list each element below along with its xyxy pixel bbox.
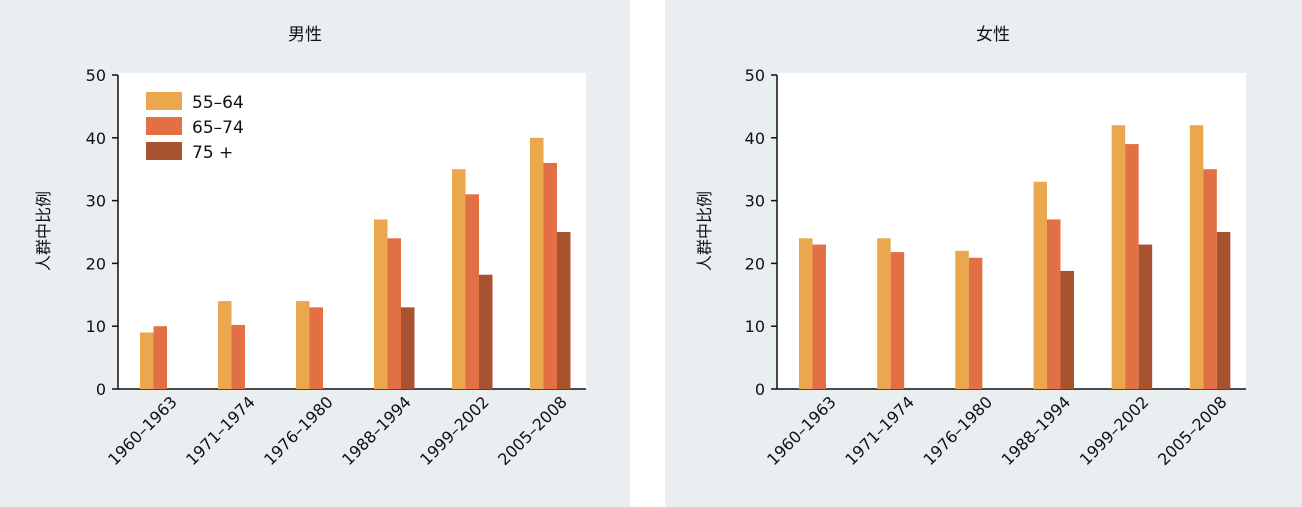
- bar-75-2005-2008: [1216, 232, 1231, 389]
- legend-swatch-55-64: [146, 92, 182, 110]
- y-tick-label-0: 0: [755, 380, 765, 399]
- bar-55-64-1971-1974: [877, 238, 891, 389]
- chart-title: 男性: [288, 25, 322, 45]
- chart-panel-female: 女性 人群中比例 0 10 20 30 40 50 1960–1963 1971–1974 19…: [665, 0, 1302, 507]
- legend-label-65-74: 65–74: [192, 118, 244, 138]
- bar-75-1988-1994: [401, 307, 415, 389]
- bars: [799, 125, 1231, 390]
- bar-55-64-1999-2002: [452, 169, 466, 389]
- legend-label-75-plus: 75 +: [192, 143, 233, 163]
- axes: [771, 74, 1246, 390]
- bars: [140, 137, 571, 389]
- y-tick-label-10: 10: [745, 317, 765, 336]
- bar-55-64-2005-2008: [530, 137, 544, 389]
- y-tick-label-50: 50: [745, 66, 765, 85]
- y-tick-label-20: 20: [745, 254, 765, 273]
- bar-55-64-1960-1963: [799, 238, 813, 389]
- bar-65-74-1971-1974: [231, 324, 245, 389]
- legend-swatch-75-plus: [146, 142, 182, 160]
- y-tick-label-40: 40: [745, 129, 765, 148]
- x-tick-label-1999-2002: 1999–2002: [1076, 392, 1153, 469]
- x-tick-label-1976-1980: 1976–1980: [260, 392, 337, 469]
- x-tick-label-1999-2002: 1999–2002: [416, 392, 493, 469]
- bar-65-74-1988-1994: [387, 238, 401, 389]
- y-tick-label-40: 40: [86, 129, 106, 148]
- bar-55-64-1976-1980: [296, 301, 310, 389]
- bar-55-64-1988-1994: [374, 219, 388, 389]
- bar-65-74-1960-1963: [812, 244, 826, 389]
- bar-75-1988-1994: [1060, 270, 1074, 389]
- x-tick-label-1988-1994: 1988–1994: [338, 392, 415, 469]
- bar-65-74-2005-2008: [1203, 169, 1217, 389]
- bar-65-74-1988-1994: [1047, 219, 1061, 389]
- bar-65-74-1971-1974: [890, 252, 905, 389]
- x-tick-label-1971-1974: 1971–1974: [841, 392, 918, 469]
- bar-75-1999-2002: [1138, 244, 1153, 389]
- bar-65-74-1999-2002: [465, 194, 479, 389]
- bar-55-64-1999-2002: [1111, 125, 1126, 390]
- y-tick-label-50: 50: [86, 66, 106, 85]
- bar-55-64-1976-1980: [955, 250, 969, 389]
- chart-panel-male: 男性 人群中比例 0 10 20 30 40 50 1960–1963 1971–1974 19…: [0, 0, 630, 507]
- bar-65-74-1976-1980: [309, 307, 323, 389]
- bar-55-64-1988-1994: [1033, 181, 1047, 389]
- bar-65-74-1976-1980: [968, 257, 983, 389]
- plot-area: [777, 73, 1246, 389]
- y-tick-label-0: 0: [96, 380, 106, 399]
- bar-65-74-1999-2002: [1125, 144, 1139, 389]
- legend-swatch-65-74: [146, 117, 182, 135]
- bar-65-74-2005-2008: [543, 162, 557, 389]
- plot-area: [118, 73, 586, 389]
- y-tick-label-30: 30: [745, 192, 765, 211]
- y-tick-label-20: 20: [86, 254, 106, 273]
- x-tick-label-1971-1974: 1971–1974: [182, 392, 259, 469]
- y-tick-label-10: 10: [86, 317, 106, 336]
- bar-55-64-2005-2008: [1189, 125, 1204, 390]
- x-tick-label-2005-2008: 2005–2008: [494, 392, 571, 469]
- y-axis-label: 人群中比例: [695, 191, 714, 271]
- x-tick-label-1976-1980: 1976–1980: [919, 392, 996, 469]
- bar-55-64-1960-1963: [140, 332, 154, 389]
- bar-55-64-1971-1974: [218, 301, 232, 389]
- bar-75-1999-2002: [479, 274, 493, 389]
- x-tick-label-2005-2008: 2005–2008: [1154, 392, 1231, 469]
- x-tick-label-1960-1963: 1960–1963: [763, 392, 840, 469]
- x-tick-label-1960-1963: 1960–1963: [104, 392, 181, 469]
- bar-65-74-1960-1963: [153, 326, 167, 389]
- chart-title: 女性: [976, 25, 1010, 45]
- y-axis-label: 人群中比例: [34, 191, 53, 271]
- y-tick-label-30: 30: [86, 192, 106, 211]
- x-tick-label-1988-1994: 1988–1994: [998, 392, 1075, 469]
- legend-label-55-64: 55–64: [192, 93, 244, 113]
- axes: [112, 74, 586, 390]
- legend: 55–64 65–74 75 +: [146, 92, 244, 163]
- bar-75-2005-2008: [557, 232, 571, 389]
